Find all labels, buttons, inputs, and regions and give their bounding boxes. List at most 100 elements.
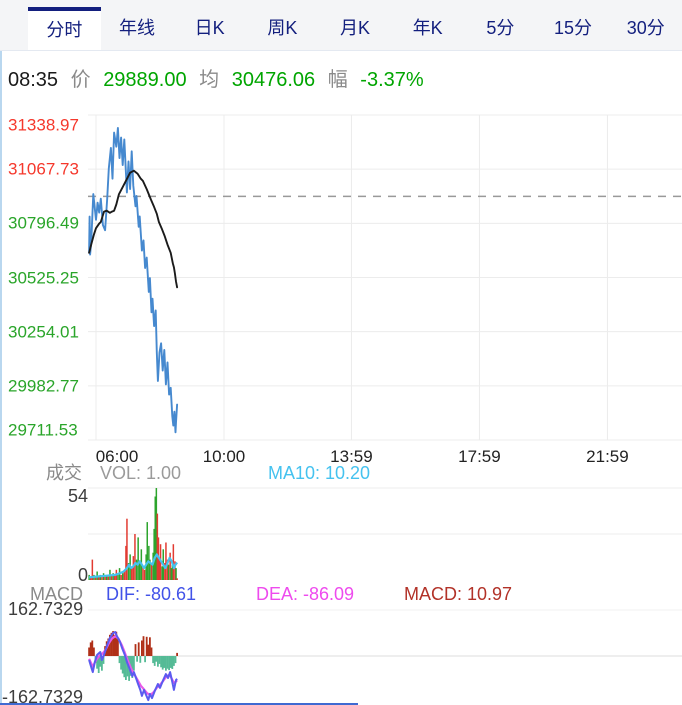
macd-hist-bar (166, 656, 169, 669)
macd-hist-bar (169, 656, 172, 668)
time-tick-17:59: 17:59 (458, 447, 501, 466)
macd-hist-bar (89, 642, 92, 656)
volume-bar (171, 564, 174, 580)
volume-bar (125, 545, 127, 580)
volume-bar (164, 563, 166, 580)
macd-hist-bar (171, 656, 174, 669)
macd-hist-bar (144, 656, 146, 663)
tab-5分[interactable]: 5分 (486, 18, 515, 38)
time-tick-13:59: 13:59 (330, 447, 373, 466)
macd-hist-bar (97, 656, 100, 673)
volume-bar (127, 563, 130, 580)
macd-hist-bar (173, 656, 175, 666)
macd-hist-bar (176, 652, 178, 656)
macd-ytick-bottom: -162.7329 (2, 687, 84, 705)
macd-hist-bar (147, 644, 150, 656)
macd-hist-bar (141, 640, 143, 656)
volume-bar (120, 574, 122, 580)
volume-bar (166, 559, 169, 580)
left-border-accent (0, 51, 2, 705)
volume-ytick-max: 54 (67, 486, 88, 506)
volume-bar (170, 568, 172, 580)
volume-bar (161, 566, 163, 580)
tab-年K[interactable]: 年K (412, 18, 443, 38)
macd-hist-bar (113, 634, 116, 656)
price-label: 价 (70, 69, 91, 91)
time-tick-06:00: 06:00 (95, 447, 139, 466)
macd-hist-bar (136, 656, 138, 662)
macd-hist-bar (115, 631, 118, 656)
volume-current-value: VOL: 1.00 (100, 463, 182, 483)
macd-hist-bar (160, 656, 162, 668)
macd-hist-bar (110, 632, 113, 656)
macd-hist-bar (142, 636, 145, 656)
volume-bar (169, 552, 171, 580)
tab-15分[interactable]: 15分 (554, 18, 593, 38)
tab-日K[interactable]: 日K (194, 18, 225, 38)
macd-hist-bar (96, 656, 98, 669)
volume-bar (158, 559, 161, 580)
macd-hist-bar (139, 656, 142, 663)
macd-hist-bar (157, 656, 159, 667)
volume-bar (110, 574, 113, 580)
volume-bar (155, 488, 158, 580)
tab-分时[interactable]: 分时 (28, 7, 101, 50)
price-tick-31338.97: 31338.97 (8, 115, 79, 135)
volume-bar (135, 559, 138, 580)
volume-ytick-zero: 0 (77, 565, 88, 585)
avg-label: 均 (199, 69, 220, 91)
volume-bar (94, 576, 97, 580)
volume-bar (150, 564, 153, 580)
volume-bar (165, 542, 167, 580)
volume-bar (98, 576, 100, 580)
macd-hist-bar (93, 647, 95, 656)
volume-bar (122, 573, 124, 580)
price-tick-30796.49: 30796.49 (8, 213, 79, 233)
macd-hist-bar (137, 642, 140, 656)
volume-bar (146, 522, 148, 580)
volume-bar (176, 578, 178, 580)
volume-bar (126, 518, 128, 580)
macd-hist-bar (88, 647, 90, 656)
volume-bar (112, 573, 114, 580)
macd-pane-title: MACD (30, 584, 83, 604)
change-label: 幅 (327, 69, 348, 91)
macd-hist-bar (145, 636, 148, 656)
macd-hist-value: MACD: 10.97 (404, 584, 513, 604)
macd-hist-bar (120, 656, 122, 670)
tab-周K[interactable]: 周K (267, 18, 298, 38)
volume-bar (134, 534, 136, 580)
volume-bar (152, 552, 154, 580)
change-value: -3.37% (360, 69, 424, 91)
macd-hist-bar (117, 639, 119, 656)
price-tick-29982.77: 29982.77 (8, 376, 79, 396)
volume-bar (149, 559, 151, 580)
macd-hist-bar (131, 656, 134, 678)
price-value: 29889.00 (103, 69, 187, 91)
price-tick-30525.25: 30525.25 (8, 268, 79, 287)
volume-bar (139, 563, 141, 580)
time-tick-21:59: 21:59 (586, 447, 629, 466)
macd-hist-bar (153, 656, 156, 666)
macd-hist-bar (158, 656, 161, 664)
tab-月K[interactable]: 月K (340, 18, 371, 38)
macd-hist-bar (91, 640, 94, 656)
macd-hist-bar (149, 637, 151, 656)
time-tick-10:00: 10:00 (202, 447, 246, 466)
macd-hist-bar (134, 644, 137, 656)
volume-bar (106, 574, 108, 580)
quote-statusbar: 08:35 价 29889.00 均 30476.06 幅 -3.37% (0, 51, 682, 99)
average-line (88, 169, 179, 289)
tab-30分[interactable]: 30分 (626, 18, 665, 38)
macd-hist-bar (126, 656, 129, 677)
macd-dif-value: DIF: -80.61 (106, 584, 197, 604)
volume-bar (142, 566, 144, 580)
macd-hist-bar (107, 638, 110, 656)
macd-hist-bar (99, 656, 102, 667)
volume-bar (131, 566, 133, 580)
volume-bar (156, 513, 159, 580)
tab-年线[interactable]: 年线 (119, 18, 155, 38)
quote-time: 08:35 (8, 69, 59, 91)
